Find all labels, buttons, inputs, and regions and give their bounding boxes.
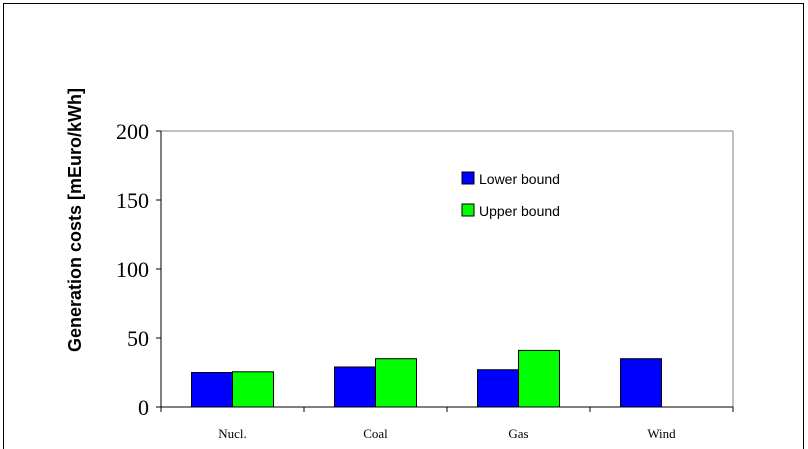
bar-upper-bound-gas (518, 349, 560, 408)
legend-swatch (461, 203, 475, 217)
chart-frame (3, 3, 804, 449)
bar-lower-bound-coal (334, 366, 376, 408)
legend-label: Lower bound (479, 171, 560, 187)
bars (191, 349, 662, 408)
legend-label: Upper bound (479, 203, 560, 219)
x-tick-label: Wind (647, 426, 676, 441)
x-tick-label: Gas (508, 426, 528, 441)
y-axis-label: Generation costs [mEuro/kWh] (65, 88, 85, 352)
x-axis-ticks: Nucl. Coal Gas Wind (160, 407, 734, 441)
y-tick-label: 100 (116, 257, 149, 282)
bar-lower-bound-gas (477, 369, 519, 408)
bar-upper-bound-coal (375, 358, 417, 408)
y-axis-ticks: 0 50 100 150 200 (116, 119, 161, 420)
legend-swatch (461, 171, 475, 185)
bar-lower-bound-nucl (191, 372, 233, 408)
y-axis-title: Generation costs [mEuro/kWh] (65, 88, 85, 352)
y-tick-label: 200 (116, 119, 149, 144)
x-tick-label: Nucl. (218, 426, 247, 441)
y-tick-label: 150 (116, 188, 149, 213)
bar-lower-bound-wind (620, 358, 662, 408)
bar-upper-bound-nucl (232, 371, 274, 408)
legend: Lower bound Upper bound (461, 171, 560, 219)
x-tick-label: Coal (363, 426, 388, 441)
y-tick-label: 0 (138, 395, 149, 420)
y-tick-label: 50 (127, 326, 149, 351)
